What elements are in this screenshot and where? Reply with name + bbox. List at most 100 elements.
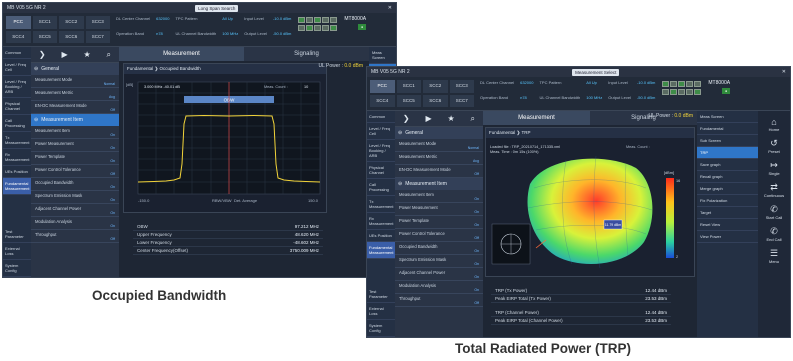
param-value[interactable]: 632000	[520, 80, 534, 85]
tab-measurement[interactable]: Measurement	[119, 47, 244, 61]
param-value[interactable]: n78	[156, 30, 163, 36]
section-measurement-item[interactable]: ⊖ Measurement Item	[31, 114, 119, 126]
nav-system-config[interactable]: System Config	[3, 260, 31, 277]
nav-fundamental-measurement[interactable]: Fundamental Measurement	[3, 178, 31, 195]
menu-button[interactable]: ☰ Menu	[769, 248, 779, 264]
tile-scc6[interactable]: SCC6	[423, 94, 448, 107]
nav-tx-measurement[interactable]: Tx Measurement	[3, 132, 31, 149]
menu-item[interactable]: Power Control Tolerance Off	[31, 165, 119, 178]
menu-item[interactable]: Power Control Tolerance Off	[395, 229, 483, 242]
tile-scc7[interactable]: SCC7	[449, 94, 474, 107]
menu-item[interactable]: Power Template On	[31, 152, 119, 165]
tile-scc1[interactable]: SCC1	[32, 16, 57, 29]
menu-item[interactable]: Adjacent Channel Power On	[31, 204, 119, 217]
next-icon[interactable]: ❯	[402, 114, 410, 123]
menu-item[interactable]: EN-DC Measurement Mode Off	[395, 165, 483, 178]
nav-ues-position[interactable]: UEs Position	[367, 230, 395, 242]
search-icon[interactable]: ⌕	[470, 113, 476, 123]
menu-item[interactable]: Occupied Bandwidth On	[395, 242, 483, 255]
menu-item[interactable]: Adjacent Channel Power On	[395, 268, 483, 281]
nav-rx-measurement[interactable]: Rx Measurement	[3, 149, 31, 166]
tile-pcc[interactable]: PCC	[370, 80, 395, 93]
menu-item[interactable]: Throughput Off	[31, 230, 119, 243]
play-icon[interactable]: ▶	[61, 50, 68, 59]
nav-test-parameter[interactable]: Test Parameter	[367, 286, 395, 303]
close-icon[interactable]: ✕	[781, 69, 786, 75]
search-box[interactable]: Measurement Select	[572, 68, 620, 76]
tab-signaling[interactable]: Signaling	[294, 51, 319, 57]
nav-external-loss[interactable]: External Loss	[3, 243, 31, 260]
tile-scc7[interactable]: SCC7	[85, 30, 110, 43]
preset-button[interactable]: ↺ Preset	[768, 138, 780, 154]
tile-scc2[interactable]: SCC2	[59, 16, 84, 29]
nav-test-parameter[interactable]: Test Parameter	[3, 226, 31, 243]
star-icon[interactable]: ★	[83, 50, 91, 59]
nav-fundamental-measurement[interactable]: Fundamental Measurement	[367, 242, 395, 259]
search-box[interactable]: Long Span Search	[195, 4, 239, 12]
tile-scc5[interactable]: SCC5	[32, 30, 57, 43]
continuous-button[interactable]: ⇄ Continuous	[764, 182, 784, 198]
menu-item[interactable]: Spectrum Emission Mask On	[31, 191, 119, 204]
tab-signaling[interactable]: Signaling	[631, 115, 656, 121]
search-icon[interactable]: ⌕	[106, 49, 112, 59]
next-icon[interactable]: ❯	[38, 50, 46, 59]
nav-ues-position[interactable]: UEs Position	[3, 166, 31, 178]
nav-rx-measurement[interactable]: Rx Measurement	[367, 213, 395, 230]
menu-item[interactable]: Power Measurement On	[395, 203, 483, 216]
softkey-fundamental[interactable]: Fundamental	[697, 123, 760, 135]
nav-tx-measurement[interactable]: Tx Measurement	[367, 196, 395, 213]
nav-common[interactable]: Common	[367, 111, 395, 123]
home-button[interactable]: ⌂ Home	[769, 117, 780, 132]
menu-item[interactable]: Power Template On	[395, 216, 483, 229]
nav-physical-channel[interactable]: Physical Channel	[3, 98, 31, 115]
tile-scc5[interactable]: SCC5	[396, 94, 421, 107]
softkey-fix-polarization[interactable]: Fix Polarization	[697, 195, 760, 207]
param-value[interactable]: -50.0 dBm	[636, 94, 656, 100]
nav-common[interactable]: Common	[3, 47, 31, 59]
param-value[interactable]: 100 MHz	[222, 30, 239, 36]
tile-scc3[interactable]: SCC3	[449, 80, 474, 93]
star-icon[interactable]: ★	[447, 114, 455, 123]
nav-level-freq-booking[interactable]: Level / Freq Booking / ARB	[367, 140, 395, 162]
softkey-view-power[interactable]: View Power	[697, 231, 760, 243]
tile-scc1[interactable]: SCC1	[396, 80, 421, 93]
nav-level-freq-cell[interactable]: Level / Freq Cell	[367, 123, 395, 140]
param-value[interactable]: -50.0 dBm	[272, 30, 292, 36]
nav-physical-channel[interactable]: Physical Channel	[367, 162, 395, 179]
menu-item[interactable]: Measurement Mode Normal	[31, 75, 119, 88]
param-value[interactable]: 632000	[156, 16, 170, 21]
softkey-reset-view[interactable]: Reset View	[697, 219, 760, 231]
tab-measurement[interactable]: Measurement	[483, 111, 590, 125]
menu-item[interactable]: Spectrum Emission Mask On	[395, 255, 483, 268]
end-call-button[interactable]: ✆ End Call	[766, 226, 781, 242]
menu-item[interactable]: Throughput Off	[395, 294, 483, 307]
play-icon[interactable]: ▶	[425, 114, 432, 123]
param-value[interactable]: 100 MHz	[586, 94, 603, 100]
softkey-meas-screen[interactable]: Meas Screen	[369, 47, 396, 64]
param-value[interactable]: -10.0 dBm	[636, 80, 656, 85]
menu-item[interactable]: Modulation Analysis On	[31, 217, 119, 230]
softkey-recall-graph[interactable]: Recall graph	[697, 171, 760, 183]
menu-item[interactable]: Measurement Item On	[395, 190, 483, 203]
tile-scc3[interactable]: SCC3	[85, 16, 110, 29]
param-value[interactable]: n78	[520, 94, 527, 100]
tile-scc6[interactable]: SCC6	[59, 30, 84, 43]
nav-external-loss[interactable]: External Loss	[367, 303, 395, 320]
single-button[interactable]: ↦ Single	[768, 160, 779, 176]
nav-level-freq-cell[interactable]: Level / Freq Cell	[3, 59, 31, 76]
menu-item[interactable]: Occupied Bandwidth On	[31, 178, 119, 191]
param-value[interactable]: All Up	[586, 80, 597, 85]
softkey-trp[interactable]: TRP	[697, 147, 760, 159]
menu-item[interactable]: Measurement Metric Avg	[31, 88, 119, 101]
section-general[interactable]: ⊖ General	[31, 63, 119, 75]
start-call-button[interactable]: ✆ Start Call	[766, 204, 782, 220]
tile-pcc[interactable]: PCC	[6, 16, 31, 29]
menu-item[interactable]: EN-DC Measurement Mode Off	[31, 101, 119, 114]
nav-call-processing[interactable]: Call Processing	[367, 179, 395, 196]
tile-scc2[interactable]: SCC2	[423, 80, 448, 93]
softkey-meas-screen[interactable]: Meas Screen	[697, 111, 760, 123]
softkey-target[interactable]: Target	[697, 207, 760, 219]
section-measurement-item[interactable]: ⊖ Measurement Item	[395, 178, 483, 190]
nav-system-config[interactable]: System Config	[367, 320, 395, 337]
param-value[interactable]: All Up	[222, 16, 233, 21]
